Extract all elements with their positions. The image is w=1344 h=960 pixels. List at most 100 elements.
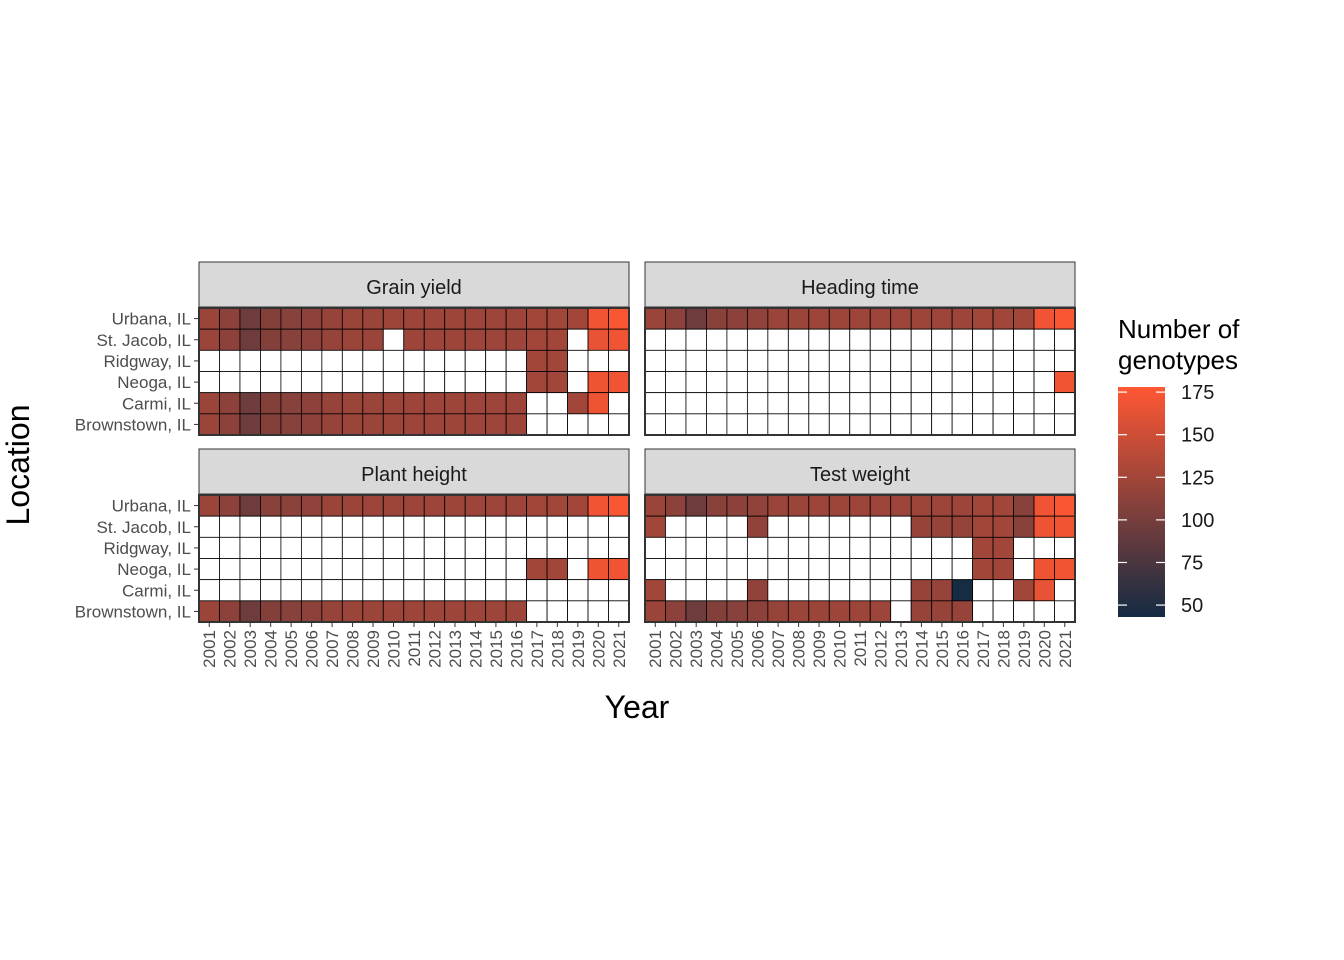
heatmap-cell (910, 392, 933, 415)
heatmap-cell (808, 494, 830, 517)
x-tick-label: 2013 (446, 630, 465, 668)
heatmap-cell (321, 515, 343, 538)
heatmap-cell (567, 328, 589, 351)
heatmap-cell (808, 515, 830, 538)
heatmap-cell (444, 536, 466, 559)
heatmap-cell (464, 494, 487, 517)
heatmap-cell (382, 349, 405, 372)
heatmap-cell (239, 494, 261, 517)
panel-border (644, 307, 1076, 436)
heatmap-cell (321, 600, 343, 623)
heatmap-cell (260, 349, 282, 372)
heatmap-cell (849, 307, 871, 330)
heatmap-cell (1013, 328, 1035, 351)
heatmap-cell (1013, 413, 1035, 436)
heatmap-cell (526, 600, 548, 623)
heatmap-cell (403, 328, 425, 351)
heatmap-cell (808, 600, 830, 623)
heatmap-cell (767, 328, 789, 351)
y-tick-label: St. Jacob, IL (97, 331, 192, 350)
heatmap-cell (260, 579, 282, 602)
heatmap-cell (951, 392, 974, 415)
heatmap-cell (869, 392, 892, 415)
heatmap-cell (869, 413, 892, 436)
heatmap-cell (382, 515, 405, 538)
heatmap-cell (362, 558, 384, 581)
heatmap-cell (300, 371, 323, 394)
x-tick-label: 2017 (528, 630, 547, 668)
heatmap-cell (951, 558, 974, 581)
heatmap-cell (464, 600, 487, 623)
heatmap-cell (423, 413, 446, 436)
heatmap-cell (485, 536, 507, 559)
heatmap-cell (706, 558, 728, 581)
heatmap-cell (726, 536, 748, 559)
facet-strip (198, 261, 630, 308)
heatmap-cell (608, 392, 630, 415)
heatmap-cell (382, 536, 405, 559)
heatmap-cell (828, 536, 851, 559)
heatmap-cell (787, 558, 810, 581)
legend-tick-label: 100 (1181, 510, 1214, 532)
heatmap-cell (526, 307, 548, 330)
heatmap-cell (808, 307, 830, 330)
heatmap-cell (444, 349, 466, 372)
heatmap-cell (198, 558, 220, 581)
heatmap-cell (1013, 349, 1035, 372)
heatmap-cell (608, 558, 630, 581)
y-tick-label: St. Jacob, IL (97, 518, 192, 537)
heatmap-cell (444, 413, 466, 436)
heatmap-cell (787, 579, 810, 602)
heatmap-cell (403, 349, 425, 372)
heatmap-cell (910, 558, 933, 581)
heatmap-cell (685, 307, 707, 330)
heatmap-cell (280, 515, 302, 538)
heatmap-cell (219, 558, 241, 581)
heatmap-cell (280, 371, 302, 394)
heatmap-cell (828, 600, 851, 623)
heatmap-cell (726, 349, 748, 372)
heatmap-cell (808, 536, 830, 559)
heatmap-cell (972, 558, 994, 581)
heatmap-cell (951, 494, 974, 517)
y-tick-label: Brownstown, IL (75, 415, 191, 434)
heatmap-cell (1054, 413, 1076, 436)
x-tick-label: 2006 (749, 630, 768, 668)
heatmap-cell (685, 600, 707, 623)
heatmap-cell (931, 349, 953, 372)
heatmap-cell (198, 349, 220, 372)
heatmap-cell (280, 494, 302, 517)
heatmap-cell (198, 307, 220, 330)
heatmap-cell (485, 494, 507, 517)
heatmap-cell (587, 579, 609, 602)
x-tick-label: 2009 (364, 630, 383, 668)
heatmap-cell (910, 536, 933, 559)
x-tick-label: 2003 (687, 630, 706, 668)
heatmap-cell (767, 536, 789, 559)
heatmap-cell (746, 392, 769, 415)
heatmap-cell (198, 371, 220, 394)
heatmap-cell (587, 558, 609, 581)
heatmap-cell (280, 600, 302, 623)
heatmap-cell (198, 494, 220, 517)
legend-title-line-2: genotypes (1118, 345, 1238, 375)
heatmap-cell (444, 494, 466, 517)
heatmap-cell (972, 307, 994, 330)
heatmap-cell (685, 349, 707, 372)
heatmap-cell (362, 392, 384, 415)
heatmap-cell (1013, 371, 1035, 394)
heatmap-cell (341, 349, 364, 372)
heatmap-cell (869, 600, 892, 623)
heatmap-cell (726, 328, 748, 351)
heatmap-cell (300, 579, 323, 602)
heatmap-cell (665, 371, 687, 394)
heatmap-cell (1054, 371, 1076, 394)
heatmap-cell (992, 371, 1014, 394)
x-tick-label: 2003 (241, 630, 260, 668)
heatmap-cell (423, 536, 446, 559)
heatmap-cell (951, 413, 974, 436)
legend-ticks: 50 75 100 125 150 175 (1118, 382, 1214, 617)
heatmap-cell (464, 413, 487, 436)
heatmap-cell (362, 349, 384, 372)
heatmap-cell (587, 515, 609, 538)
